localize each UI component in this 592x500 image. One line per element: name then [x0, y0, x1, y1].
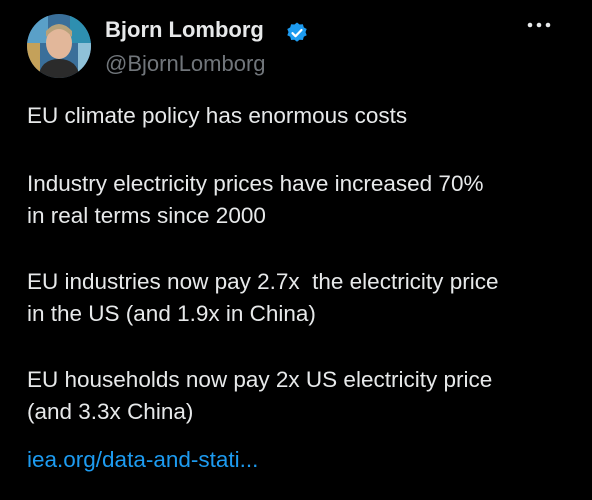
- text-line: EU climate policy has enormous costs: [27, 103, 408, 128]
- text-line: EU households now pay 2x US electricity …: [27, 367, 493, 392]
- text-line: in the US (and 1.9x in China): [27, 301, 316, 326]
- text-line: EU industries now pay 2.7x the electrici…: [27, 269, 499, 294]
- text-line: Industry electricity prices have increas…: [27, 171, 484, 196]
- author-handle[interactable]: @BjornLomborg: [105, 51, 266, 76]
- author-name[interactable]: Bjorn Lomborg: [105, 17, 264, 42]
- text-line: in real terms since 2000: [27, 203, 266, 228]
- more-menu[interactable]: [526, 18, 552, 32]
- avatar[interactable]: [26, 13, 92, 79]
- verified-badge: [287, 22, 307, 42]
- text-line: (and 3.3x China): [27, 399, 194, 424]
- link[interactable]: iea.org/data-and-stati...: [27, 447, 259, 472]
